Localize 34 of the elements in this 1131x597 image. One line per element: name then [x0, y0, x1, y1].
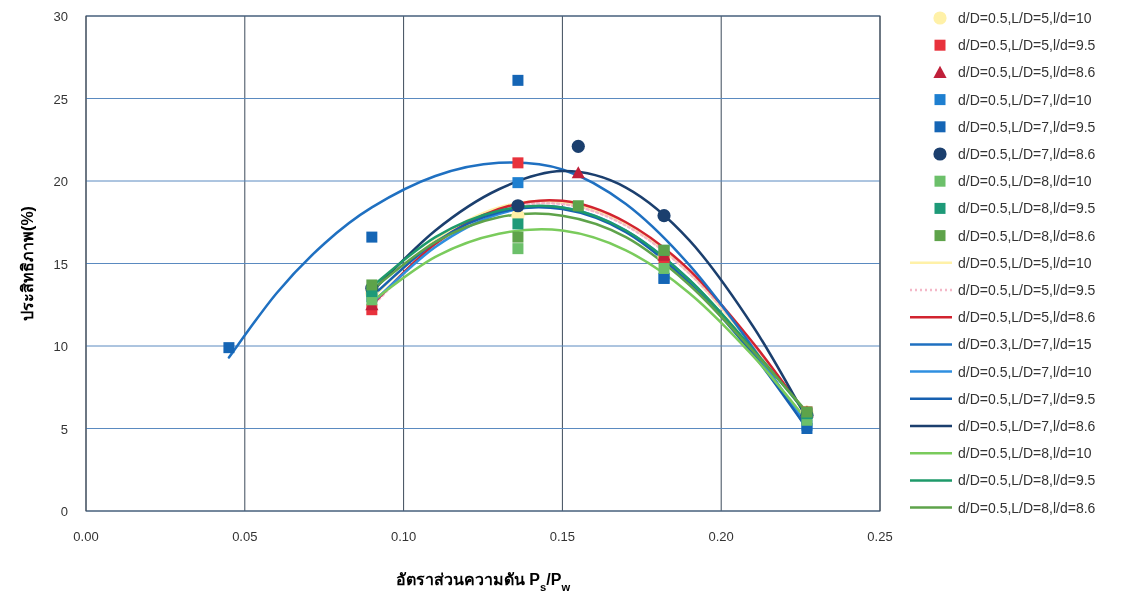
legend-label: d/D=0.5,L/D=8,l/d=9.5 — [958, 472, 1096, 489]
x-tick-label: 0.05 — [232, 529, 258, 544]
legend-label: d/D=0.5,L/D=7,l/d=10 — [958, 363, 1092, 380]
y-tick-label: 20 — [53, 174, 68, 189]
legend-label: d/D=0.5,L/D=5,l/d=10 — [958, 254, 1092, 271]
legend-label: d/D=0.5,L/D=5,l/d=10 — [958, 10, 1092, 26]
x-tick-label: 0.10 — [390, 529, 417, 544]
x-tick-label: 0.00 — [73, 529, 99, 544]
legend-label: d/D=0.5,L/D=7,l/d=8.6 — [958, 418, 1096, 434]
legend-label: d/D=0.5,L/D=8,l/d=9.5 — [958, 200, 1096, 217]
legend-label: d/D=0.5,L/D=7,l/d=9.5 — [958, 390, 1096, 407]
legend-label: d/D=0.5,L/D=5,l/d=9.5 — [958, 282, 1096, 298]
legend-label: d/D=0.5,L/D=5,l/d=9.5 — [958, 37, 1096, 54]
y-tick-label: 10 — [53, 339, 68, 354]
legend-label: d/D=0.5,L/D=7,l/d=9.5 — [958, 118, 1096, 135]
legend-label: d/D=0.5,L/D=8,l/d=10 — [958, 173, 1092, 190]
y-tick-label: 0 — [60, 504, 68, 519]
legend-label: d/D=0.5,L/D=8,l/d=8.6 — [958, 499, 1096, 516]
x-tick-label: 0.20 — [708, 529, 734, 544]
y-tick-label: 5 — [60, 421, 68, 437]
legend-label: d/D=0.5,L/D=5,l/d=8.6 — [958, 64, 1096, 81]
x-tick-label: 0.25 — [867, 529, 893, 544]
legend-label: d/D=0.5,L/D=8,l/d=10 — [958, 445, 1092, 462]
y-axis-title: ประสิทธิภาพ(%) — [19, 206, 36, 321]
y-tick-label: 30 — [53, 9, 68, 24]
legend-label: d/D=0.5,L/D=5,l/d=8.6 — [958, 309, 1096, 326]
legend-label: d/D=0.5,L/D=7,l/d=8.6 — [958, 146, 1096, 162]
legend-label: d/D=0.5,L/D=8,l/d=8.6 — [958, 227, 1096, 244]
legend-label: d/D=0.5,L/D=7,l/d=10 — [958, 91, 1092, 108]
legend-label: d/D=0.3,L/D=7,l/d=15 — [958, 336, 1092, 353]
x-axis-title: อัตราส่วนความดัน P$_{s}$/P$_{w}$ — [395, 571, 571, 593]
y-tick-label: 15 — [53, 256, 68, 272]
x-tick-label: 0.15 — [549, 529, 576, 544]
y-tick-label: 25 — [53, 91, 68, 107]
